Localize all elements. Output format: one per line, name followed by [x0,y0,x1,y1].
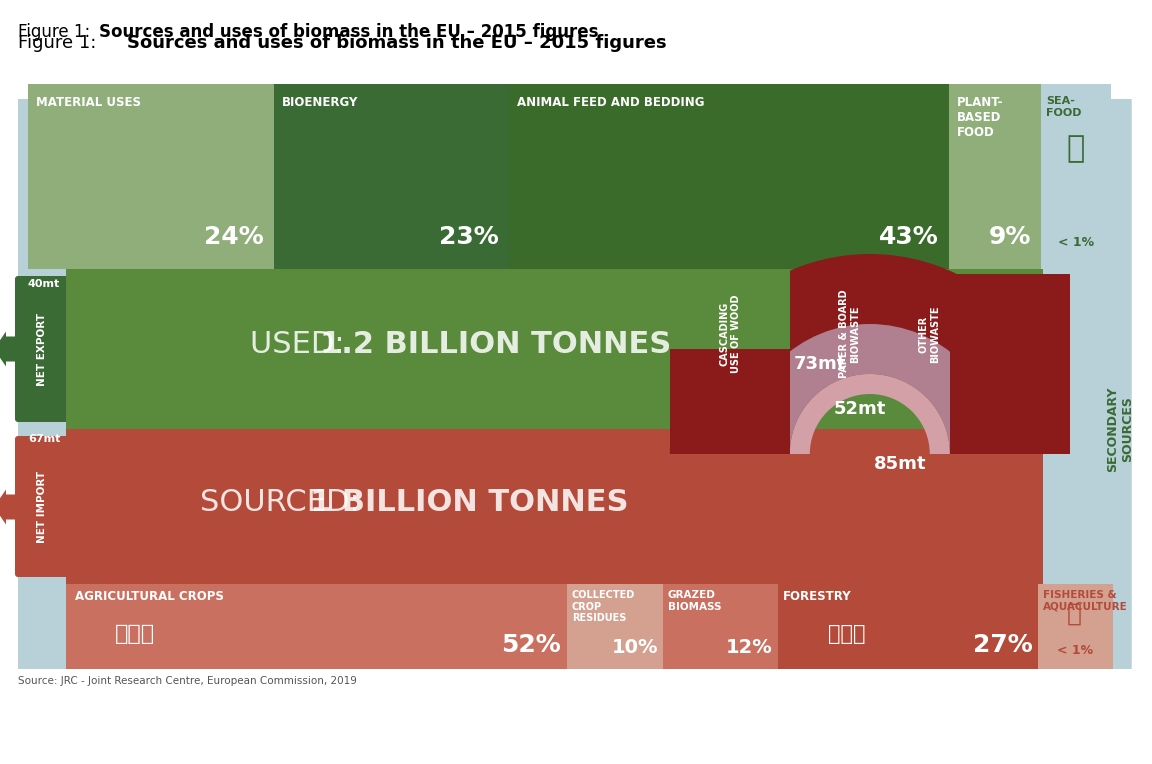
Text: 🐟: 🐟 [1067,602,1082,626]
Text: 52mt: 52mt [834,400,886,418]
FancyArrow shape [0,332,18,367]
Bar [778,584,1038,669]
Bar [669,269,790,454]
Text: < 1%: < 1% [1058,236,1093,249]
Wedge shape [740,324,1000,454]
Bar [274,84,509,269]
Text: Figure 1:: Figure 1: [18,34,103,52]
Text: PLANT-
BASED
FOOD: PLANT- BASED FOOD [957,96,1003,139]
Text: 🐟: 🐟 [1067,134,1085,163]
Text: 73mt: 73mt [794,355,846,373]
Text: AGRICULTURAL CROPS: AGRICULTURAL CROPS [75,590,223,603]
Bar [66,269,1043,429]
Bar [949,274,1070,454]
Text: 12%: 12% [726,638,773,657]
Bar [662,584,778,669]
Wedge shape [790,374,949,454]
Text: < 1%: < 1% [1056,644,1093,657]
FancyBboxPatch shape [15,276,69,422]
Bar [28,84,274,269]
Text: Source: JRC - Joint Research Centre, European Commission, 2019: Source: JRC - Joint Research Centre, Eur… [18,676,357,686]
Text: SOURCED:: SOURCED: [200,487,370,516]
Text: 9%: 9% [988,225,1031,249]
Text: 43%: 43% [879,225,939,249]
Text: 🌾🌾🌾: 🌾🌾🌾 [115,624,156,644]
FancyArrow shape [0,490,18,525]
Text: 40mt: 40mt [28,279,60,289]
Text: NET EXPORT: NET EXPORT [37,312,47,386]
Text: 52%: 52% [501,633,561,657]
Text: 1 BILLION TONNES: 1 BILLION TONNES [310,487,629,516]
Text: NET IMPORT: NET IMPORT [37,471,47,543]
Text: 🌲🌲🌲: 🌲🌲🌲 [828,624,865,644]
Wedge shape [669,254,1070,454]
Bar [1038,584,1113,669]
FancyBboxPatch shape [15,436,69,577]
Text: BIOENERGY: BIOENERGY [282,96,358,109]
FancyBboxPatch shape [18,99,1131,669]
Text: FISHERIES &
AQUACULTURE: FISHERIES & AQUACULTURE [1043,590,1128,612]
Text: MATERIAL USES: MATERIAL USES [36,96,141,109]
Bar [66,429,1043,584]
Text: 23%: 23% [439,225,499,249]
Text: 85mt: 85mt [873,455,926,473]
Bar [509,84,949,269]
Text: 67mt: 67mt [28,434,60,444]
Text: USED:: USED: [250,329,354,358]
Bar [66,584,567,669]
Text: COLLECTED
CROP
RESIDUES: COLLECTED CROP RESIDUES [571,590,635,623]
Bar [949,84,1040,269]
Text: CASCADING
USE OF WOOD: CASCADING USE OF WOOD [719,295,741,374]
Text: 10%: 10% [612,638,658,657]
Text: GRAZED
BIOMASS: GRAZED BIOMASS [668,590,721,612]
Bar [567,584,662,669]
Text: OTHER
BIOWASTE: OTHER BIOWASTE [919,306,940,363]
Text: ANIMAL FEED AND BEDDING: ANIMAL FEED AND BEDDING [517,96,704,109]
Text: Figure 1:: Figure 1: [18,23,101,41]
Text: PAPER & BOARD
BIOWASTE: PAPER & BOARD BIOWASTE [839,290,861,378]
Text: 1.2 BILLION TONNES: 1.2 BILLION TONNES [320,329,672,358]
Text: SECONDARY
SOURCES: SECONDARY SOURCES [1106,387,1134,471]
Text: Sources and uses of biomass in the EU – 2015 figures: Sources and uses of biomass in the EU – … [128,34,667,52]
Text: Sources and uses of biomass in the EU – 2015 figures: Sources and uses of biomass in the EU – … [99,23,599,41]
Text: 24%: 24% [204,225,264,249]
Bar [669,269,790,349]
Bar [1040,84,1111,269]
Text: 27%: 27% [973,633,1032,657]
Text: FORESTRY: FORESTRY [783,590,851,603]
Text: SEA-
FOOD: SEA- FOOD [1046,96,1082,118]
